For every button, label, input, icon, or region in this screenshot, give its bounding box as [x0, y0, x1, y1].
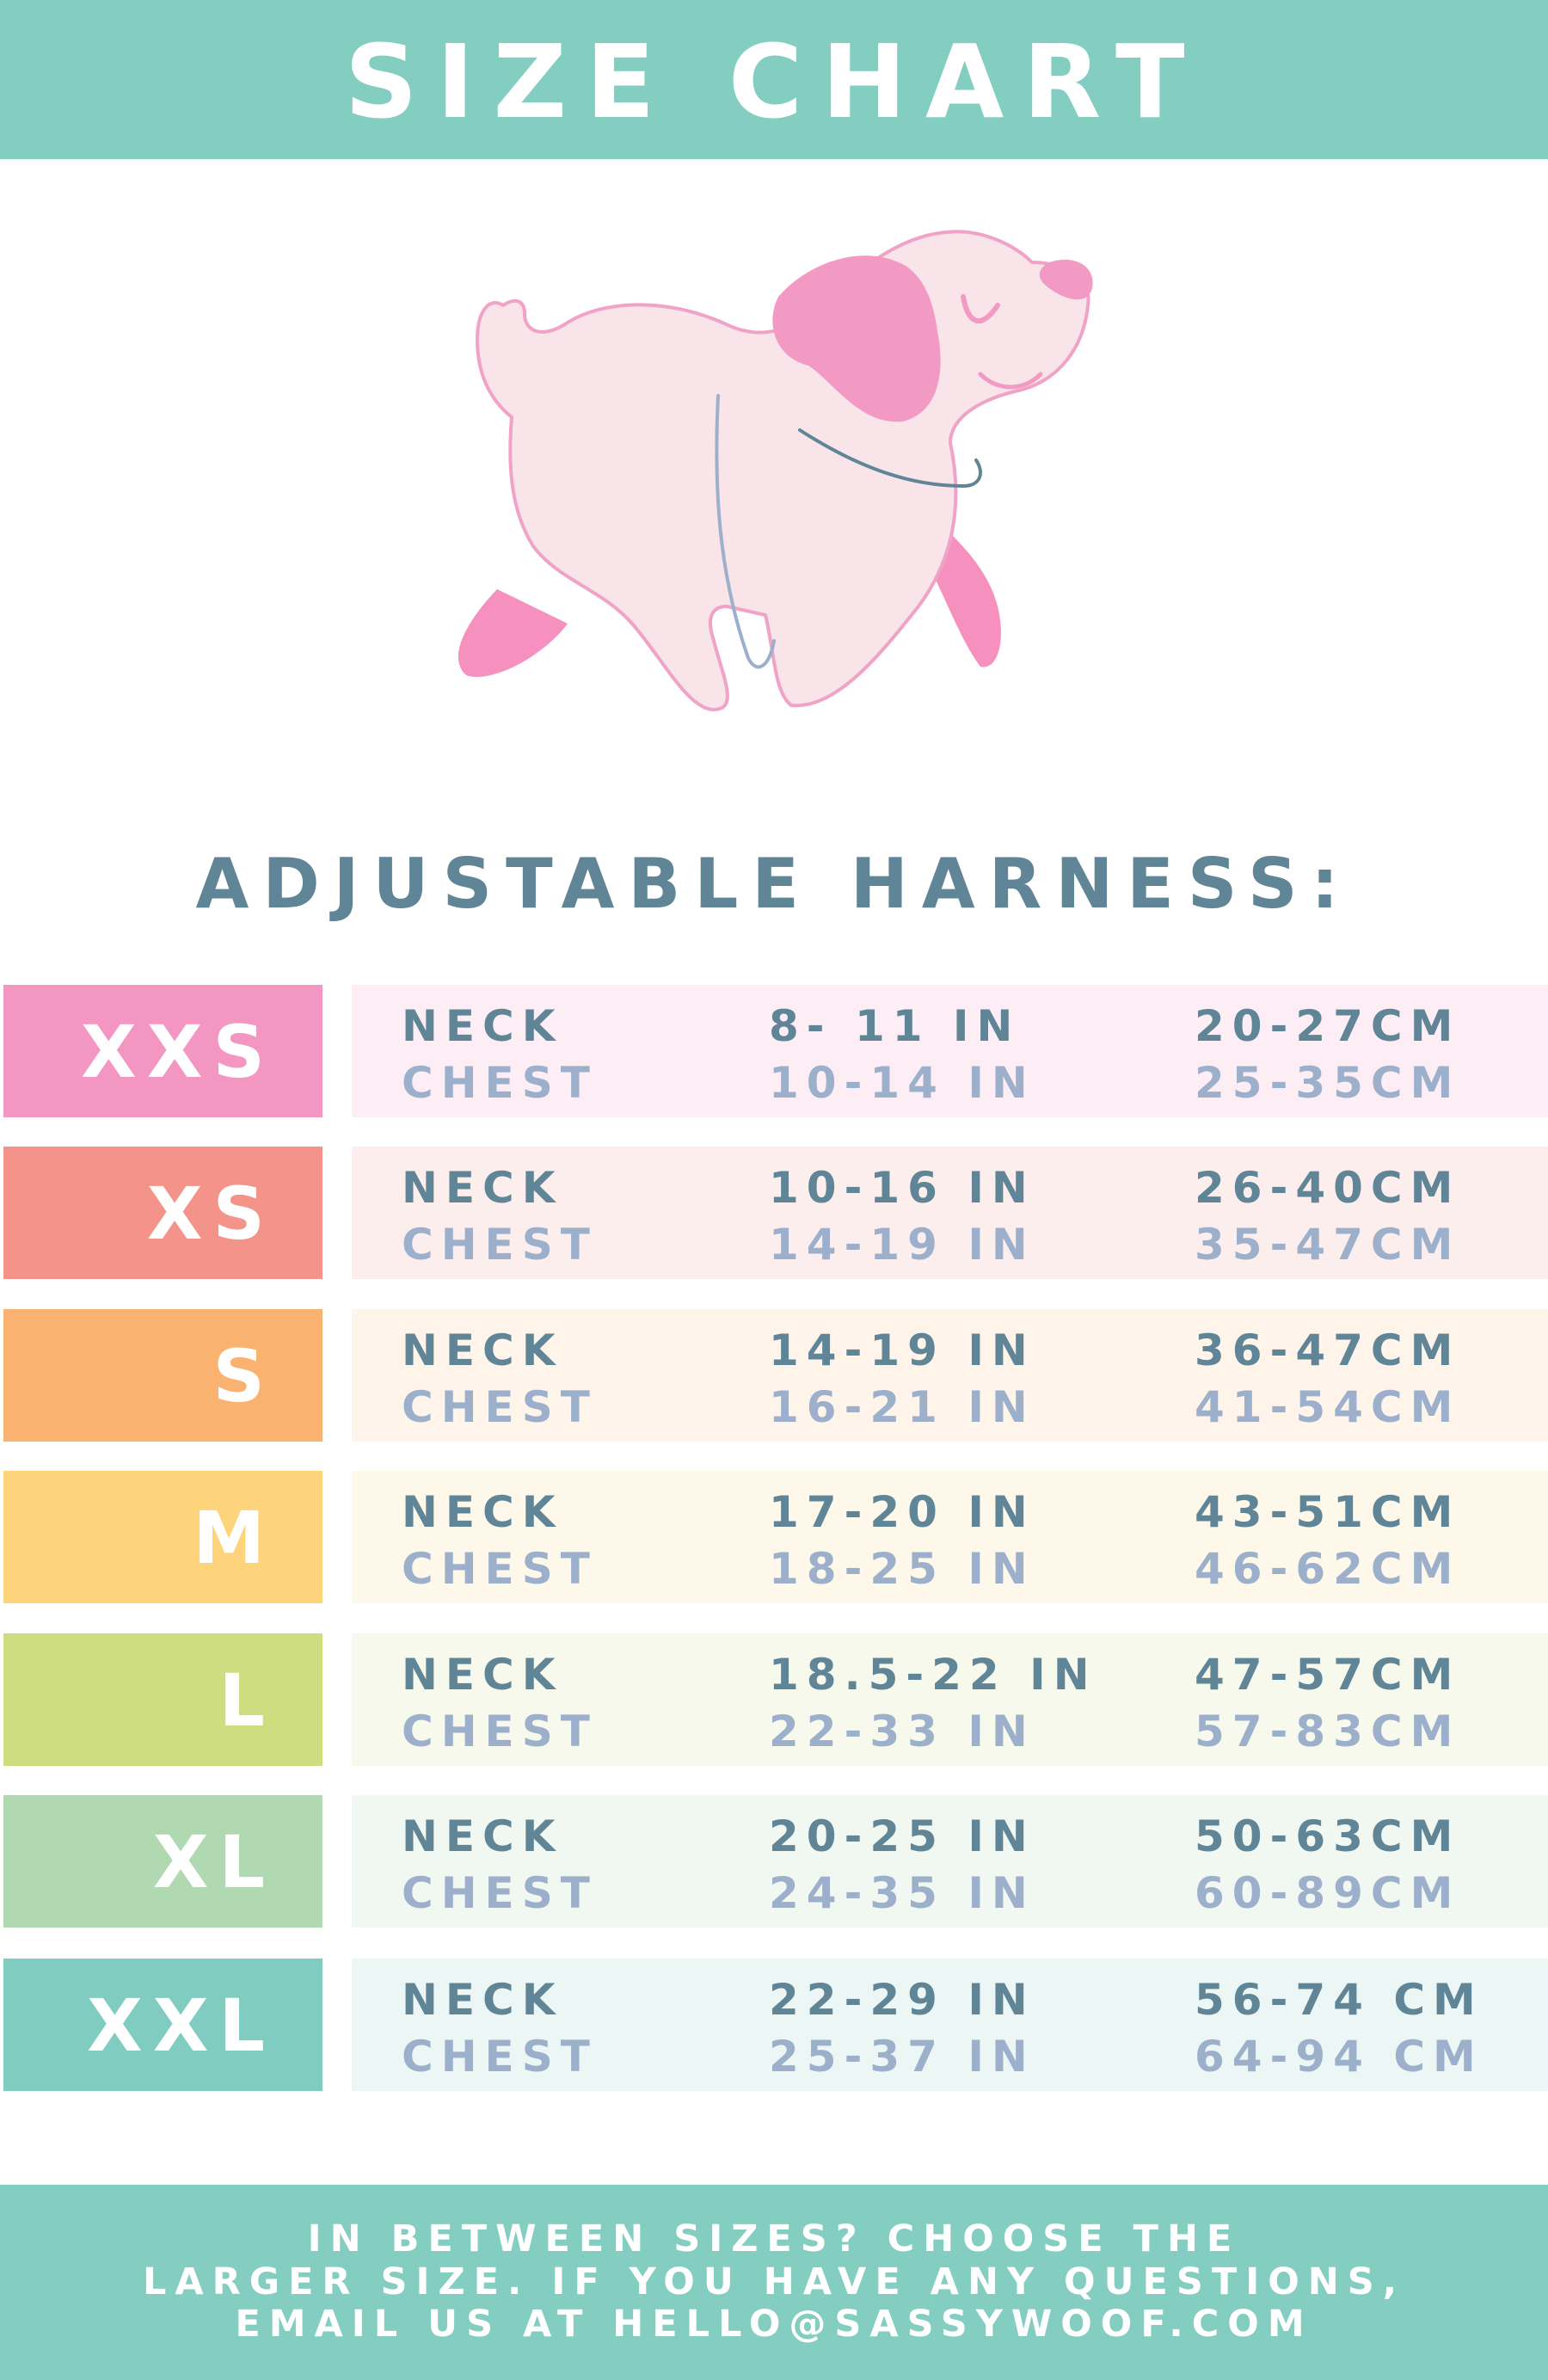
chest-label: CHEST	[402, 1382, 598, 1432]
footer-line: IN BETWEEN SIZES? CHOOSE THE	[307, 2217, 1241, 2260]
header-banner: SIZE CHART	[0, 0, 1548, 159]
chest-label: CHEST	[402, 1058, 598, 1108]
chest-cm: 25-35CM	[1195, 1058, 1461, 1108]
chest-cm: 57-83CM	[1195, 1707, 1461, 1756]
size-row: S NECK CHEST 14-19 IN 16-21 IN 36-47CM 4…	[0, 1309, 1548, 1442]
size-label-box: M	[3, 1471, 322, 1603]
measurement-panel: NECK CHEST 17-20 IN 18-25 IN 43-51CM 46-…	[352, 1471, 1548, 1603]
neck-label: NECK	[402, 1811, 563, 1861]
neck-cm: 20-27CM	[1195, 1001, 1461, 1051]
neck-inches: 22-29 IN	[769, 1975, 1035, 2025]
dog-illustration-icon	[458, 230, 1093, 711]
chest-cm: 41-54CM	[1195, 1382, 1461, 1432]
neck-inches: 20-25 IN	[769, 1811, 1035, 1861]
size-row: XS NECK CHEST 10-16 IN 14-19 IN 26-40CM …	[0, 1147, 1548, 1279]
neck-cm: 56-74 CM	[1195, 1975, 1484, 2025]
chest-cm: 60-89CM	[1195, 1868, 1461, 1918]
size-label-box: XS	[3, 1147, 322, 1279]
size-label: XXS	[80, 1010, 275, 1094]
measurement-panel: NECK CHEST 22-29 IN 25-37 IN 56-74 CM 64…	[352, 1959, 1548, 2091]
size-row: XXS NECK CHEST 8- 11 IN 10-14 IN 20-27CM…	[0, 985, 1548, 1117]
neck-label: NECK	[402, 1001, 563, 1051]
neck-label: NECK	[402, 1975, 563, 2025]
neck-cm: 47-57CM	[1195, 1650, 1461, 1700]
chest-measure-line	[715, 394, 776, 669]
footer-line: LARGER SIZE. IF YOU HAVE ANY QUESTIONS,	[142, 2260, 1406, 2303]
footer-banner: IN BETWEEN SIZES? CHOOSE THE LARGER SIZE…	[0, 2185, 1548, 2380]
dog-nose	[1039, 259, 1093, 300]
neck-cm: 43-51CM	[1195, 1487, 1461, 1537]
dog-eye	[961, 294, 1000, 324]
neck-label: NECK	[402, 1650, 563, 1700]
size-label-box: XL	[3, 1795, 322, 1928]
size-label: XXL	[86, 1983, 275, 2068]
neck-inches: 10-16 IN	[769, 1163, 1035, 1213]
neck-label: NECK	[402, 1325, 563, 1375]
measurement-panel: NECK CHEST 14-19 IN 16-21 IN 36-47CM 41-…	[352, 1309, 1548, 1442]
neck-label: NECK	[402, 1487, 563, 1537]
neck-inches: 17-20 IN	[769, 1487, 1035, 1537]
measurement-panel: NECK CHEST 10-16 IN 14-19 IN 26-40CM 35-…	[352, 1147, 1548, 1279]
size-row: XXL NECK CHEST 22-29 IN 25-37 IN 56-74 C…	[0, 1959, 1548, 2091]
page-title: SIZE CHART	[344, 22, 1204, 141]
chest-inches: 16-21 IN	[769, 1382, 1035, 1432]
neck-label: NECK	[402, 1163, 563, 1213]
neck-inches: 14-19 IN	[769, 1325, 1035, 1375]
size-label-box: XXL	[3, 1959, 322, 2091]
size-row: M NECK CHEST 17-20 IN 18-25 IN 43-51CM 4…	[0, 1471, 1548, 1603]
chest-cm: 35-47CM	[1195, 1220, 1461, 1270]
neck-measure-line	[798, 428, 982, 488]
neck-cm: 50-63CM	[1195, 1811, 1461, 1861]
size-label-box: S	[3, 1309, 322, 1442]
chest-label: CHEST	[402, 1868, 598, 1918]
size-label: XL	[152, 1820, 275, 1904]
section-heading: ADJUSTABLE HARNESS:	[195, 844, 1353, 924]
chest-inches: 25-37 IN	[769, 2032, 1035, 2082]
chest-cm: 46-62CM	[1195, 1544, 1461, 1594]
size-row: XL NECK CHEST 20-25 IN 24-35 IN 50-63CM …	[0, 1795, 1548, 1928]
chest-inches: 10-14 IN	[769, 1058, 1035, 1108]
neck-inches: 18.5-22 IN	[769, 1650, 1097, 1700]
measurement-panel: NECK CHEST 18.5-22 IN 22-33 IN 47-57CM 5…	[352, 1633, 1548, 1766]
chest-inches: 14-19 IN	[769, 1220, 1035, 1270]
size-label: S	[212, 1334, 275, 1418]
chest-label: CHEST	[402, 1220, 598, 1270]
chest-label: CHEST	[402, 1707, 598, 1756]
measurement-panel: NECK CHEST 20-25 IN 24-35 IN 50-63CM 60-…	[352, 1795, 1548, 1928]
size-label: L	[218, 1658, 275, 1743]
footer-line: EMAIL US AT HELLO@SASSYWOOF.COM	[235, 2303, 1313, 2346]
size-label: XS	[146, 1172, 275, 1256]
chest-cm: 64-94 CM	[1195, 2032, 1484, 2082]
neck-cm: 26-40CM	[1195, 1163, 1461, 1213]
size-label-box: L	[3, 1633, 322, 1766]
dog-smile	[978, 372, 1043, 390]
neck-inches: 8- 11 IN	[769, 1001, 1021, 1051]
size-label: M	[193, 1496, 275, 1580]
chest-inches: 18-25 IN	[769, 1544, 1035, 1594]
size-row: L NECK CHEST 18.5-22 IN 22-33 IN 47-57CM…	[0, 1633, 1548, 1766]
dog-ear	[772, 255, 941, 422]
chest-label: CHEST	[402, 1544, 598, 1594]
measurement-panel: NECK CHEST 8- 11 IN 10-14 IN 20-27CM 25-…	[352, 985, 1548, 1117]
dog-back-leg	[458, 589, 568, 677]
size-label-box: XXS	[3, 985, 322, 1117]
chest-inches: 22-33 IN	[769, 1707, 1035, 1756]
neck-cm: 36-47CM	[1195, 1325, 1461, 1375]
chest-inches: 24-35 IN	[769, 1868, 1035, 1918]
chest-label: CHEST	[402, 2032, 598, 2082]
